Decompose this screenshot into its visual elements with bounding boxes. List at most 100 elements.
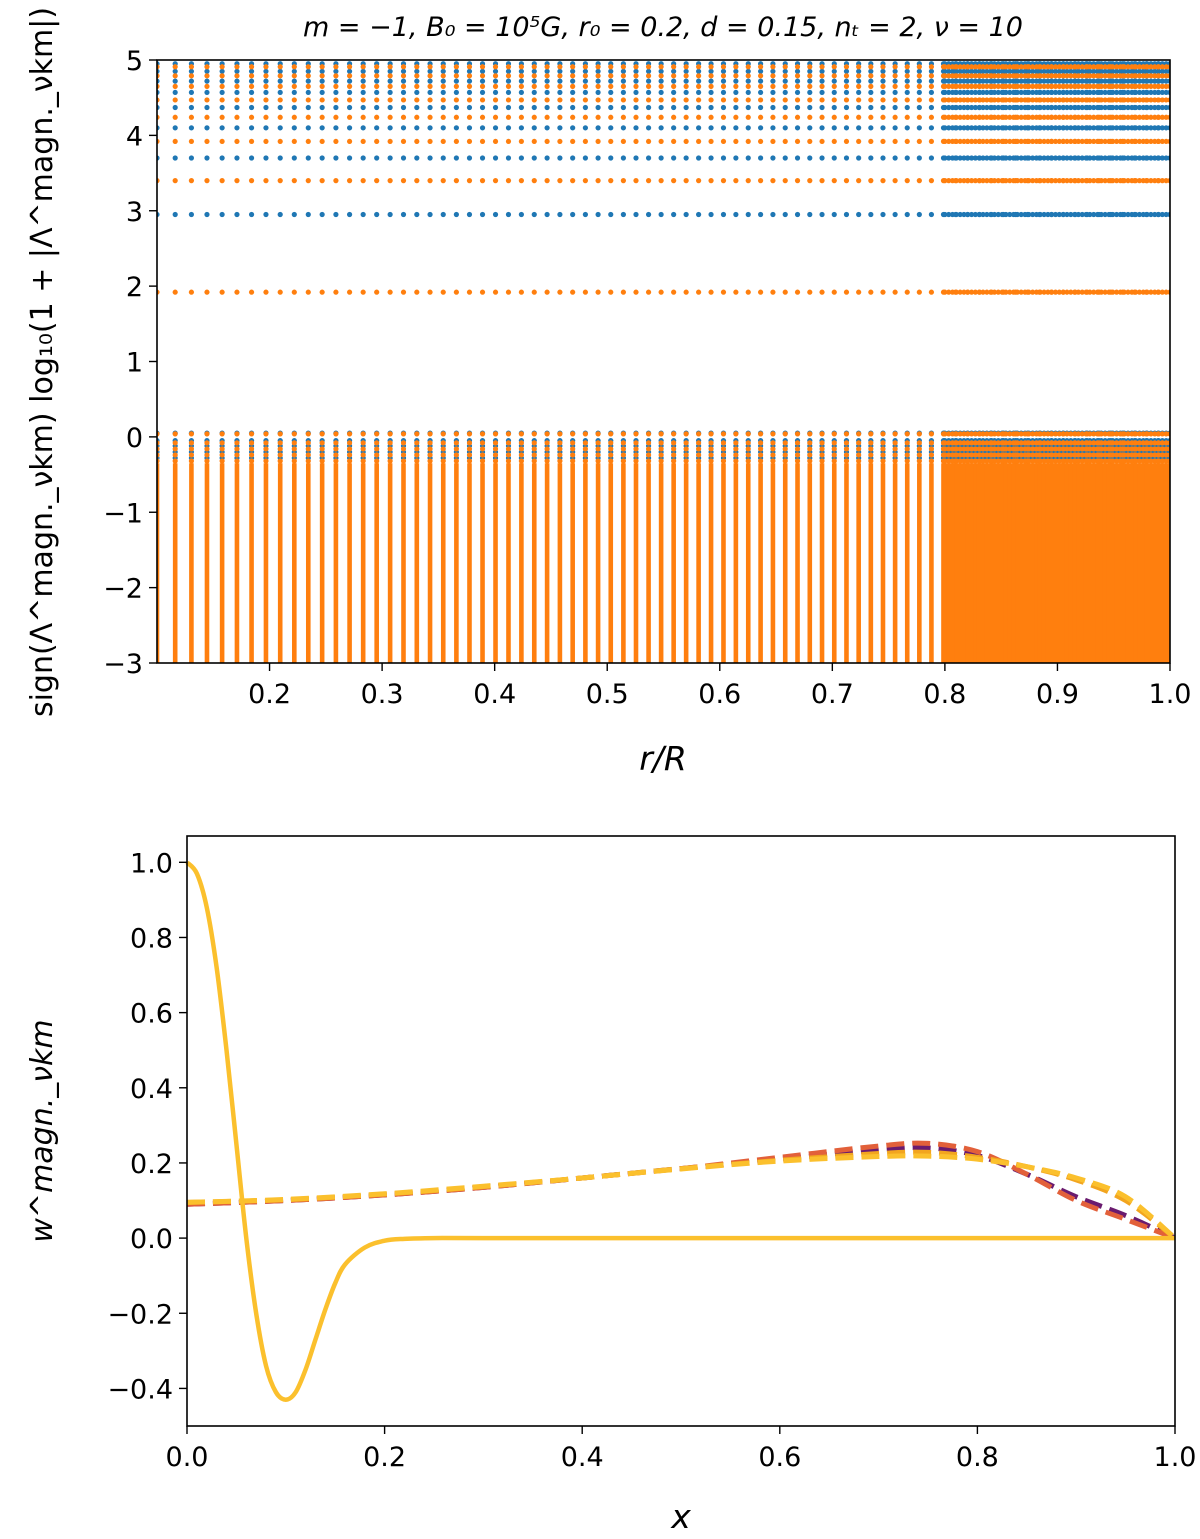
orange-column-100 (1018, 463, 1024, 663)
x-tick-3: 0.5 (586, 663, 629, 710)
orange-column-38 (671, 463, 676, 663)
orange-column-102 (1026, 463, 1032, 663)
y-tick-5: 2 (126, 272, 157, 303)
orange-column-14 (360, 463, 366, 663)
orange-column-93 (992, 463, 997, 663)
y-tick-2: 0.0 (130, 1224, 187, 1255)
orange-column-58 (917, 463, 922, 663)
svg-text:1.0: 1.0 (1149, 679, 1192, 710)
orange-column-36 (646, 463, 651, 663)
orange-column-130 (1133, 463, 1138, 663)
orange-level-8 (157, 431, 1170, 437)
svg-text:−0.2: −0.2 (107, 1299, 173, 1330)
blue-level-2 (157, 125, 1170, 131)
orange-column-16 (387, 463, 393, 663)
orange-column-104 (1034, 463, 1039, 663)
blue-level-4 (157, 89, 1170, 96)
orange-column-54 (868, 463, 874, 663)
orange-column-1 (172, 463, 178, 663)
orange-column-86 (965, 463, 971, 663)
orange-column-106 (1041, 463, 1047, 663)
orange-column-27 (531, 463, 537, 663)
orange-column-118 (1087, 463, 1093, 663)
orange-column-22 (467, 463, 472, 663)
orange-column-17 (401, 463, 406, 663)
x-axis-ticks: 0.2 0.3 0.4 0.5 0.6 0.7 0.8 0.9 1.0 (248, 663, 1191, 710)
orange-column-32 (595, 463, 601, 663)
x-tick-5: 1.0 (1154, 1426, 1197, 1473)
orange-column-44 (745, 463, 751, 663)
orange-column-89 (976, 463, 982, 663)
orange-column-119 (1091, 463, 1096, 663)
y-axis-label: sign(Λ^magn._νkm) log₁₀(1 + |Λ^magn._νkm… (25, 7, 60, 717)
orange-column-90 (980, 463, 986, 663)
svg-text:4: 4 (126, 121, 143, 152)
orange-column-45 (758, 463, 763, 663)
eigenfunction-line-chart: 0.0 0.2 0.4 0.6 0.8 1.0 −0.4−0.20.00.20.40.60… (25, 835, 1197, 1536)
svg-text:0.8: 0.8 (956, 1442, 999, 1473)
orange-column-97 (1007, 463, 1013, 663)
series-dashed-purple (186, 1145, 1177, 1241)
orange-column-26 (519, 463, 524, 663)
blue-level-1 (157, 155, 1170, 161)
x-tick-7: 0.9 (1036, 663, 1079, 710)
orange-column-13 (347, 463, 352, 663)
orange-level-11 (157, 452, 1170, 458)
orange-column-42 (721, 463, 726, 663)
orange-column-29 (557, 463, 563, 663)
svg-text:0.0: 0.0 (166, 1442, 209, 1473)
orange-column-33 (608, 463, 614, 663)
orange-column-34 (621, 463, 626, 663)
orange-column-123 (1106, 463, 1112, 663)
orange-column-110 (1057, 463, 1062, 663)
orange-column-124 (1110, 463, 1116, 663)
orange-column-82 (950, 463, 955, 663)
orange-column-96 (1003, 463, 1009, 663)
blue-level-3 (157, 104, 1170, 111)
chart-title: m = −1, B₀ = 10⁵G, r₀ = 0.2, d = 0.15, n… (303, 12, 1023, 43)
orange-column-137 (1160, 463, 1165, 663)
svg-text:0.5: 0.5 (586, 679, 629, 710)
orange-column-30 (570, 463, 575, 663)
orange-column-122 (1102, 463, 1108, 663)
orange-column-57 (904, 463, 910, 663)
orange-column-81 (946, 463, 952, 663)
y-axis-ticks: −3 −2 −1 0 1 2 3 4 5 (103, 46, 157, 680)
scatter-points (157, 61, 1170, 663)
orange-level-2 (157, 138, 1170, 145)
svg-text:0.6: 0.6 (130, 999, 173, 1030)
orange-column-20 (440, 463, 446, 663)
orange-column-55 (880, 463, 886, 663)
orange-column-39 (683, 463, 689, 663)
orange-column-98 (1011, 463, 1016, 663)
orange-column-103 (1030, 463, 1035, 663)
blue-level-0 (157, 211, 1170, 218)
orange-level-5 (157, 83, 1170, 89)
orange-level-6 (157, 73, 1170, 79)
x-tick-8: 1.0 (1149, 663, 1192, 710)
orange-column-114 (1072, 463, 1077, 663)
x-tick-3: 0.6 (758, 1426, 801, 1473)
y-axis-label: w^magn._νkm (25, 1019, 60, 1242)
orange-column-129 (1129, 463, 1135, 663)
x-tick-6: 0.8 (923, 663, 966, 710)
orange-column-9 (292, 463, 297, 663)
y-tick-2: −1 (103, 498, 157, 529)
orange-level-7 (157, 64, 1170, 70)
svg-text:0.2: 0.2 (363, 1442, 406, 1473)
svg-text:0.7: 0.7 (811, 679, 854, 710)
svg-text:0.9: 0.9 (1036, 679, 1079, 710)
orange-column-105 (1037, 463, 1043, 663)
orange-column-25 (506, 463, 511, 663)
svg-text:1.0: 1.0 (130, 848, 173, 879)
orange-column-80 (942, 463, 948, 663)
eigenvalue-scatter-chart: m = −1, B₀ = 10⁵G, r₀ = 0.2, d = 0.15, n… (25, 7, 1191, 778)
y-axis-ticks: −0.4 −0.2 0.0 0.2 0.4 0.6 0.8 1.0 (107, 848, 187, 1405)
orange-column-21 (454, 463, 459, 663)
svg-text:1.0: 1.0 (1154, 1442, 1197, 1473)
orange-column-138 (1163, 463, 1169, 663)
orange-column-116 (1079, 463, 1085, 663)
orange-column-83 (954, 463, 959, 663)
orange-column-125 (1114, 463, 1119, 663)
